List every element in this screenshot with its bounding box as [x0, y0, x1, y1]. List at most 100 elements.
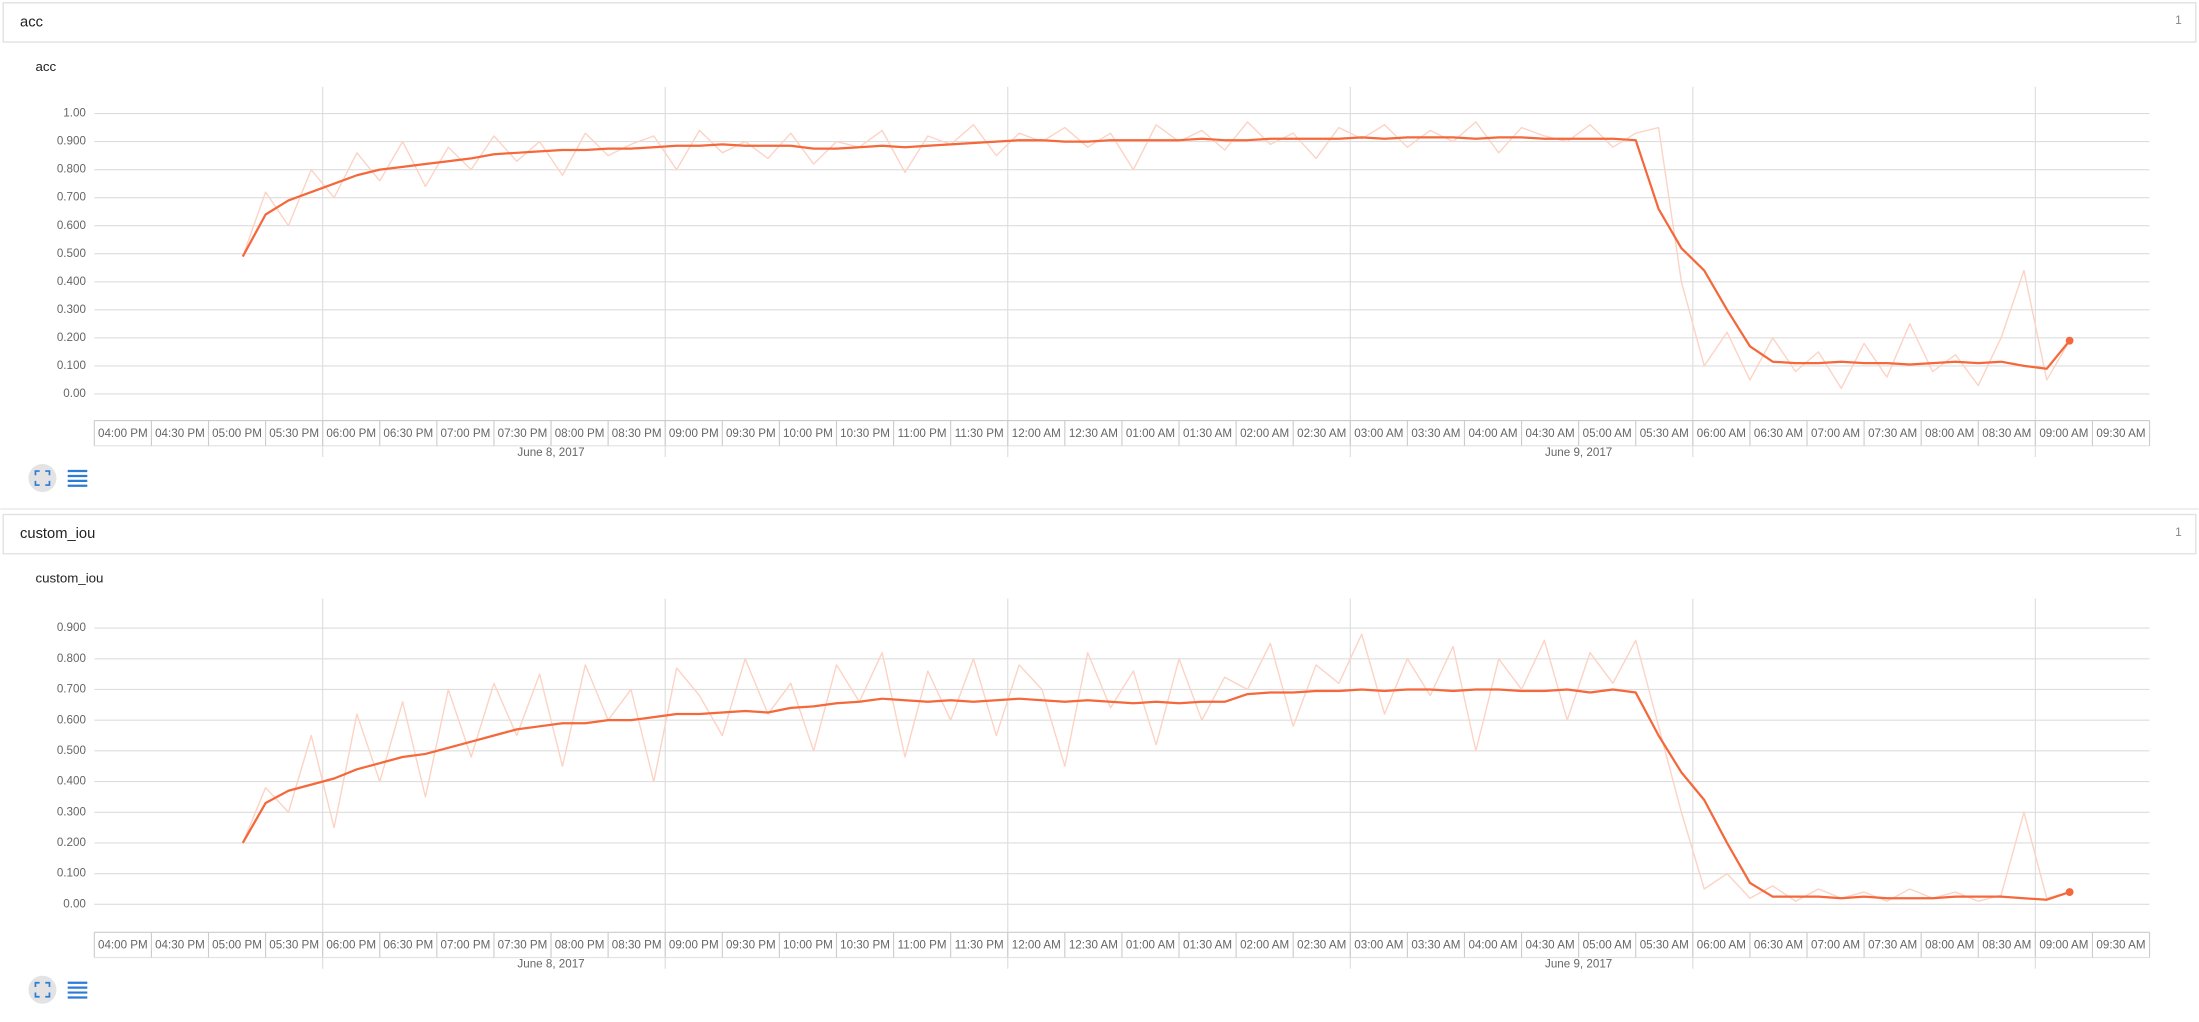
x-tick-label: 06:30 PM: [383, 939, 433, 952]
x-tick-label: 12:00 AM: [1012, 939, 1061, 952]
x-tick-label: 09:00 AM: [2039, 427, 2088, 440]
x-tick-label: 02:30 AM: [1297, 427, 1346, 440]
section-count: 1: [2175, 525, 2182, 539]
x-tick-label: 01:00 AM: [1126, 427, 1175, 440]
x-tick-label: 03:30 AM: [1411, 939, 1460, 952]
smoothed-line: [241, 688, 2070, 901]
x-tick-label: 07:30 AM: [1868, 427, 1917, 440]
x-tick-label: 08:00 PM: [555, 939, 605, 952]
x-tick-label: 09:30 PM: [726, 427, 776, 440]
x-tick-label: 04:30 AM: [1526, 939, 1575, 952]
x-tick-label: 08:00 PM: [555, 427, 605, 440]
y-tick-label: 0.400: [57, 275, 87, 288]
y-tick-label: 0.900: [57, 621, 87, 634]
y-tick-label: 1.00: [63, 107, 86, 120]
x-tick-label: 03:00 AM: [1354, 427, 1403, 440]
y-tick-label: 0.500: [57, 247, 87, 260]
y-tick-label: 0.00: [63, 387, 86, 400]
x-tick-label: 07:00 PM: [441, 427, 491, 440]
x-tick-label: 02:00 AM: [1240, 939, 1289, 952]
section-header[interactable]: [2, 513, 2197, 555]
x-tick-label: 07:00 AM: [1811, 939, 1860, 952]
y-tick-label: 0.300: [57, 303, 87, 316]
x-tick-label: 04:30 PM: [155, 939, 205, 952]
x-tick-label: 06:30 AM: [1754, 939, 1803, 952]
x-tick-label: 05:30 PM: [269, 939, 319, 952]
x-tick-label: 03:00 AM: [1354, 939, 1403, 952]
x-tick-label: 04:30 AM: [1526, 427, 1575, 440]
y-tick-label: 0.300: [57, 805, 87, 818]
x-tick-label: 04:00 AM: [1468, 939, 1517, 952]
x-tick-label: 06:00 AM: [1697, 427, 1746, 440]
y-tick-label: 0.200: [57, 836, 87, 849]
x-tick-label: 07:30 AM: [1868, 939, 1917, 952]
x-tick-label: 05:00 AM: [1583, 427, 1632, 440]
x-tick-label: 06:00 PM: [326, 427, 376, 440]
y-tick-label: 0.700: [57, 191, 87, 204]
section-title: custom_iou: [20, 526, 95, 542]
x-tick-label: 12:30 AM: [1069, 939, 1118, 952]
section-header[interactable]: [2, 2, 2197, 43]
y-tick-label: 0.800: [57, 652, 87, 665]
x-tick-label: 09:00 AM: [2039, 939, 2088, 952]
x-tick-label: 09:30 PM: [726, 939, 776, 952]
x-tick-label: 04:00 AM: [1468, 427, 1517, 440]
x-tick-label: 08:00 AM: [1925, 939, 1974, 952]
x-tick-label: 06:30 PM: [383, 427, 433, 440]
x-tick-label: 08:30 PM: [612, 939, 662, 952]
date-label: June 8, 2017: [517, 446, 584, 459]
x-tick-label: 11:30 PM: [955, 427, 1004, 440]
section-title: acc: [20, 14, 43, 30]
chart-title: acc: [35, 59, 56, 74]
x-tick-label: 05:30 AM: [1640, 427, 1689, 440]
x-tick-label: 09:00 PM: [669, 427, 719, 440]
x-tick-label: 04:00 PM: [98, 427, 148, 440]
x-tick-label: 09:30 AM: [2096, 939, 2145, 952]
x-tick-label: 05:00 PM: [212, 427, 262, 440]
date-label: June 9, 2017: [1545, 958, 1612, 971]
x-tick-label: 08:30 AM: [1982, 427, 2031, 440]
x-tick-label: 01:00 AM: [1126, 939, 1175, 952]
x-tick-label: 08:30 PM: [612, 427, 662, 440]
x-tick-label: 10:00 PM: [783, 939, 833, 952]
x-tick-label: 09:00 PM: [669, 939, 719, 952]
x-tick-label: 01:30 AM: [1183, 939, 1232, 952]
y-tick-label: 0.100: [57, 867, 87, 880]
data-table-button[interactable]: [67, 981, 88, 999]
y-tick-label: 0.600: [57, 713, 87, 726]
x-tick-label: 05:30 AM: [1640, 939, 1689, 952]
raw-line: [242, 121, 2071, 390]
y-tick-label: 0.700: [57, 683, 87, 696]
x-tick-label: 11:00 PM: [898, 939, 947, 952]
y-tick-label: 0.600: [57, 219, 87, 232]
x-tick-label: 04:30 PM: [155, 427, 205, 440]
y-tick-label: 0.00: [63, 897, 86, 910]
data-table-button[interactable]: [67, 469, 88, 487]
chart-title: custom_iou: [35, 571, 103, 586]
x-tick-label: 08:00 AM: [1925, 427, 1974, 440]
x-tick-label: 07:30 PM: [498, 939, 548, 952]
date-label: June 9, 2017: [1545, 446, 1612, 459]
x-tick-label: 03:30 AM: [1411, 427, 1460, 440]
fullscreen-button[interactable]: [28, 464, 57, 493]
last-point: [2065, 336, 2074, 345]
x-tick-label: 07:30 PM: [498, 427, 548, 440]
fullscreen-button[interactable]: [28, 975, 57, 1004]
x-tick-label: 11:30 PM: [955, 939, 1004, 952]
x-tick-label: 11:00 PM: [898, 427, 947, 440]
x-tick-label: 06:30 AM: [1754, 427, 1803, 440]
x-tick-label: 05:00 PM: [212, 939, 262, 952]
y-tick-label: 0.900: [57, 135, 87, 148]
x-tick-label: 07:00 AM: [1811, 427, 1860, 440]
x-tick-label: 08:30 AM: [1982, 939, 2031, 952]
y-tick-label: 0.500: [57, 744, 87, 757]
smoothed-line: [241, 136, 2071, 370]
date-label: June 8, 2017: [517, 958, 584, 971]
x-tick-label: 01:30 AM: [1183, 427, 1232, 440]
last-point: [2065, 888, 2074, 896]
x-tick-label: 10:30 PM: [840, 427, 890, 440]
x-tick-label: 06:00 AM: [1697, 939, 1746, 952]
x-tick-label: 04:00 PM: [98, 939, 148, 952]
